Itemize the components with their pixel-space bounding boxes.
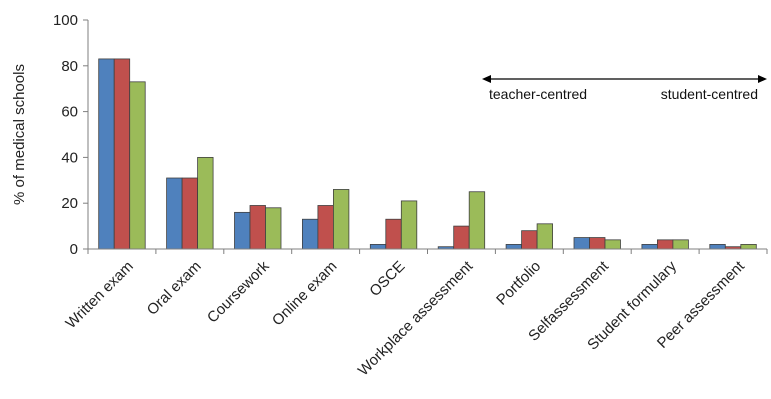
bar-6-series-0: [505, 244, 523, 250]
bar-0-series-1: [113, 58, 131, 250]
bar-7-series-0: [573, 237, 590, 250]
bar-5-series-2: [468, 191, 486, 250]
y-axis-ticks: 0 20 40 60 80 100: [53, 12, 88, 258]
y-tick-label: 60: [61, 104, 78, 121]
y-tick-label: 100: [53, 12, 78, 29]
bar-1-series-2: [197, 156, 214, 250]
bar-9-series-0: [709, 244, 726, 250]
bar-2-series-2: [265, 207, 282, 250]
bar-1-series-1: [181, 177, 199, 250]
x-category-label: OSCE: [366, 258, 408, 300]
bar-8-series-1: [657, 239, 674, 250]
annotation-right-label: student-centred: [661, 86, 758, 102]
x-category-label: Online exam: [269, 258, 341, 330]
x-category-label: Workplace assessment: [355, 257, 477, 379]
bar-3-series-2: [332, 189, 350, 250]
bar-3-series-1: [317, 205, 334, 250]
bar-8-series-0: [641, 244, 658, 250]
bar-6-series-1: [521, 230, 538, 250]
bar-9-series-2: [740, 244, 757, 250]
y-tick-label: 40: [61, 149, 78, 166]
centredness-annotation: teacher-centred student-centred: [482, 75, 767, 102]
bar-5-series-1: [453, 225, 470, 250]
arrow-head-left-icon: [482, 75, 491, 83]
bar-1-series-0: [166, 177, 183, 250]
bar-4-series-2: [400, 200, 418, 250]
bar-6-series-2: [536, 223, 553, 250]
bar-4-series-1: [385, 218, 402, 250]
bar-2-series-0: [234, 211, 251, 250]
bar-2-series-1: [249, 205, 266, 250]
bar-8-series-2: [672, 239, 689, 250]
bar-4-series-0: [369, 244, 387, 250]
bar-7-series-2: [604, 239, 621, 250]
x-category-label: Portfolio: [493, 258, 544, 309]
y-tick-label: 0: [70, 241, 78, 258]
bar-0-series-2: [129, 81, 146, 250]
y-tick-label: 20: [61, 195, 78, 212]
bar-0-series-0: [98, 58, 115, 250]
x-category-label: Coursework: [204, 257, 273, 326]
x-axis-ticks: [87, 249, 768, 254]
annotation-left-label: teacher-centred: [489, 86, 587, 102]
x-category-label: Oral exam: [144, 258, 205, 319]
x-category-label: Written exam: [62, 258, 136, 332]
bar-3-series-0: [301, 218, 319, 250]
bar-7-series-1: [589, 237, 606, 250]
y-tick-label: 80: [61, 58, 78, 75]
y-axis-label: % of medical schools: [11, 64, 28, 205]
bars: [98, 58, 757, 250]
arrow-head-right-icon: [758, 75, 767, 83]
